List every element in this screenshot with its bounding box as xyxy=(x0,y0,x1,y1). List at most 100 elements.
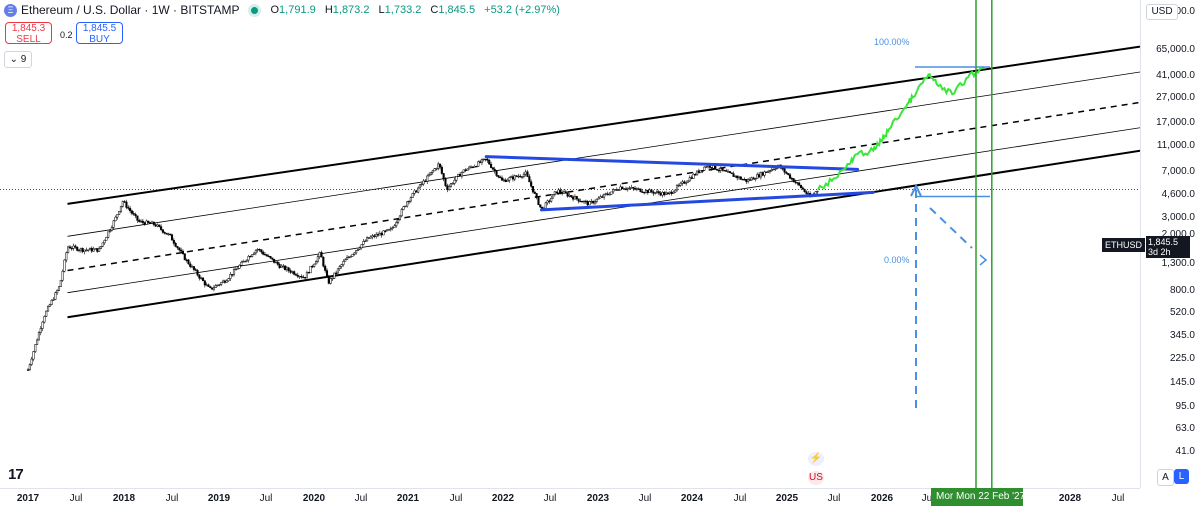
candle-body xyxy=(165,232,168,235)
candle-body xyxy=(265,254,268,257)
us-flag-icon[interactable]: US xyxy=(808,471,824,485)
candle-body xyxy=(672,191,675,194)
candle-body xyxy=(531,186,535,193)
candle-body xyxy=(681,181,684,184)
candle-body xyxy=(314,261,318,265)
tradingview-logo[interactable]: 17 xyxy=(8,466,24,483)
sell-button[interactable]: 1,845.3 SELL xyxy=(5,22,52,45)
candle-body xyxy=(521,176,524,178)
candle-body xyxy=(462,169,465,173)
candle-body xyxy=(754,178,757,180)
candle-body xyxy=(402,206,405,210)
candle-body xyxy=(278,264,281,268)
candle-body xyxy=(674,189,677,193)
candle-body xyxy=(790,178,793,180)
candle-body xyxy=(324,265,327,271)
candle-body xyxy=(220,282,223,285)
candle-body xyxy=(623,188,626,190)
candle-body xyxy=(768,170,772,172)
candle-body xyxy=(158,224,161,227)
candle-body xyxy=(214,285,217,288)
candle-body xyxy=(564,191,567,194)
candle-body xyxy=(652,191,655,194)
candle-body xyxy=(692,173,695,179)
candle-body xyxy=(134,214,137,217)
candle-body xyxy=(364,240,367,243)
candle-body xyxy=(590,200,593,203)
candle-body xyxy=(530,181,533,187)
candle-body xyxy=(96,248,99,252)
candle-body xyxy=(406,201,409,207)
candle-body xyxy=(460,171,463,177)
auto-scale-button[interactable]: A xyxy=(1157,469,1174,486)
candle-body xyxy=(743,178,746,181)
log-scale-button[interactable]: L xyxy=(1174,469,1189,484)
candle-body xyxy=(77,249,81,252)
candle-body xyxy=(156,224,159,227)
buy-button[interactable]: 1,845.5 BUY xyxy=(76,22,123,45)
candle-body xyxy=(353,252,356,255)
chart-area[interactable] xyxy=(0,0,1140,488)
last-price-tag: 1,845.5 3d 2h xyxy=(1146,236,1190,258)
candle-body xyxy=(98,248,101,252)
time-axis[interactable]: 2017 Jul 2018 Jul 2019 Jul 2020 Jul 2021… xyxy=(0,488,1140,508)
candle-body xyxy=(340,264,343,267)
indicators-toggle[interactable]: ⌄ 9 xyxy=(4,51,32,68)
price-change: +53.2 (+2.97%) xyxy=(484,4,560,16)
candle-body xyxy=(573,196,576,200)
candle-body xyxy=(588,201,591,206)
candle-body xyxy=(466,168,469,171)
candle-body xyxy=(143,222,146,225)
candle-body xyxy=(615,189,618,191)
candle-body xyxy=(138,220,141,222)
candle-body xyxy=(699,170,702,173)
candle-body xyxy=(807,193,810,195)
candle-body xyxy=(298,275,301,278)
currency-selector[interactable]: USD xyxy=(1146,4,1178,20)
candle-body xyxy=(745,179,748,182)
candle-body xyxy=(103,240,106,244)
symbol-price-tag: ETHUSD xyxy=(1102,238,1146,252)
candle-body xyxy=(431,170,434,173)
candle-body xyxy=(675,185,679,191)
candle-body xyxy=(373,235,376,237)
channel-line-upper xyxy=(67,45,1140,205)
candle-body xyxy=(654,192,657,194)
candle-body xyxy=(748,179,751,181)
candle-body xyxy=(37,332,40,341)
candle-body xyxy=(169,233,172,236)
candle-body xyxy=(231,274,234,276)
candle-body xyxy=(212,287,216,290)
candle-body xyxy=(586,201,589,206)
candle-body xyxy=(758,174,761,178)
symbol-title[interactable]: Ethereum / U.S. Dollar · 1W · BITSTAMP xyxy=(21,3,240,17)
candle-body xyxy=(267,255,270,258)
candle-body xyxy=(76,246,79,251)
candle-body xyxy=(400,209,403,217)
candle-body xyxy=(178,247,181,251)
triangle-lower-line xyxy=(540,190,875,212)
candle-body xyxy=(455,176,458,181)
candle-body xyxy=(70,247,73,250)
candle-body xyxy=(468,166,471,170)
candle-body xyxy=(621,186,624,190)
candle-body xyxy=(495,170,498,176)
candle-body xyxy=(222,280,225,283)
candle-body xyxy=(484,158,487,161)
candle-body xyxy=(90,247,93,252)
candle-body xyxy=(386,229,389,232)
candle-body xyxy=(229,274,232,279)
candle-body xyxy=(393,225,396,228)
candle-body xyxy=(247,256,250,261)
event-flash-icon[interactable]: ⚡ xyxy=(808,452,824,466)
candle-body xyxy=(772,168,775,171)
candle-body xyxy=(515,175,518,177)
candle-body xyxy=(741,178,744,181)
candle-body xyxy=(685,182,688,184)
candle-body xyxy=(415,190,418,193)
candle-body xyxy=(597,197,600,200)
candle-body xyxy=(559,189,562,193)
candle-body xyxy=(581,201,584,203)
candle-body xyxy=(26,369,30,371)
candle-body xyxy=(335,272,338,275)
